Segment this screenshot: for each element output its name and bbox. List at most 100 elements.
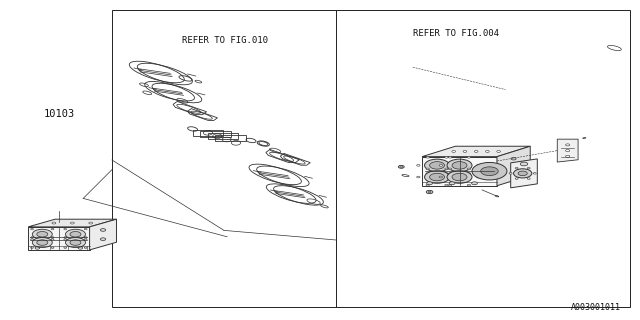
Circle shape	[84, 247, 87, 248]
Circle shape	[449, 156, 452, 158]
Circle shape	[445, 173, 448, 174]
Circle shape	[64, 247, 67, 248]
Circle shape	[445, 184, 448, 186]
Circle shape	[51, 247, 54, 248]
Circle shape	[454, 164, 458, 166]
Circle shape	[452, 150, 456, 152]
Circle shape	[70, 231, 81, 237]
Circle shape	[509, 172, 512, 174]
Circle shape	[449, 168, 452, 170]
Circle shape	[511, 157, 516, 160]
Polygon shape	[90, 219, 116, 250]
Circle shape	[429, 162, 445, 169]
Circle shape	[31, 237, 33, 238]
Circle shape	[426, 190, 433, 194]
Circle shape	[400, 166, 403, 168]
Circle shape	[445, 168, 448, 170]
Circle shape	[474, 150, 478, 152]
Circle shape	[527, 178, 530, 179]
Circle shape	[511, 172, 516, 174]
Circle shape	[566, 155, 570, 157]
Circle shape	[51, 239, 54, 240]
Text: A003001011: A003001011	[571, 303, 621, 312]
Text: 10103: 10103	[44, 108, 74, 119]
Circle shape	[426, 184, 429, 186]
Circle shape	[65, 229, 86, 239]
Circle shape	[52, 222, 56, 224]
Circle shape	[447, 171, 472, 183]
Polygon shape	[497, 146, 530, 186]
Circle shape	[64, 239, 67, 240]
Circle shape	[417, 176, 420, 178]
Circle shape	[427, 182, 433, 185]
Circle shape	[37, 231, 48, 237]
Bar	[112, 10, 630, 307]
Circle shape	[426, 168, 429, 170]
Circle shape	[65, 237, 86, 248]
Text: REFER TO FIG.010: REFER TO FIG.010	[182, 36, 268, 44]
Circle shape	[447, 159, 472, 172]
Circle shape	[32, 229, 52, 239]
Circle shape	[426, 173, 429, 174]
Circle shape	[452, 162, 467, 169]
Circle shape	[472, 163, 507, 180]
Polygon shape	[511, 159, 538, 188]
Circle shape	[439, 164, 442, 166]
Circle shape	[51, 228, 54, 230]
Circle shape	[566, 144, 570, 146]
Circle shape	[527, 167, 530, 169]
Circle shape	[518, 171, 527, 176]
Circle shape	[100, 238, 106, 241]
Circle shape	[31, 239, 33, 240]
Circle shape	[449, 184, 452, 186]
Circle shape	[429, 173, 445, 181]
Circle shape	[566, 149, 570, 152]
Circle shape	[70, 222, 74, 224]
Circle shape	[424, 159, 449, 172]
Polygon shape	[422, 146, 530, 157]
Circle shape	[481, 167, 498, 176]
Circle shape	[472, 182, 477, 185]
Circle shape	[515, 178, 518, 179]
Circle shape	[454, 176, 458, 178]
Circle shape	[515, 167, 518, 169]
Circle shape	[477, 164, 480, 166]
Circle shape	[439, 176, 442, 178]
Circle shape	[84, 228, 87, 230]
Polygon shape	[28, 227, 90, 250]
Circle shape	[424, 171, 449, 183]
Circle shape	[467, 168, 470, 170]
Circle shape	[84, 239, 87, 240]
Circle shape	[513, 169, 532, 178]
Circle shape	[533, 172, 536, 174]
Circle shape	[477, 176, 480, 178]
Circle shape	[449, 173, 452, 174]
Circle shape	[511, 165, 516, 167]
Circle shape	[520, 162, 528, 166]
Circle shape	[64, 228, 67, 230]
Circle shape	[32, 237, 52, 248]
Circle shape	[64, 237, 67, 238]
Circle shape	[51, 237, 54, 238]
Circle shape	[89, 222, 93, 224]
Circle shape	[467, 173, 470, 174]
Circle shape	[70, 240, 81, 245]
Polygon shape	[422, 157, 497, 186]
Text: REFER TO FIG.004: REFER TO FIG.004	[413, 29, 499, 38]
Circle shape	[449, 182, 455, 185]
Circle shape	[467, 156, 470, 158]
Circle shape	[398, 165, 404, 168]
Circle shape	[100, 228, 106, 231]
Circle shape	[445, 156, 448, 158]
Circle shape	[467, 184, 470, 186]
Circle shape	[417, 164, 420, 166]
Circle shape	[497, 150, 500, 152]
Circle shape	[463, 150, 467, 152]
Polygon shape	[28, 219, 116, 227]
Circle shape	[84, 237, 87, 238]
Circle shape	[31, 247, 33, 248]
Circle shape	[486, 150, 489, 152]
Polygon shape	[557, 139, 578, 162]
Circle shape	[426, 156, 429, 158]
Circle shape	[452, 173, 467, 181]
